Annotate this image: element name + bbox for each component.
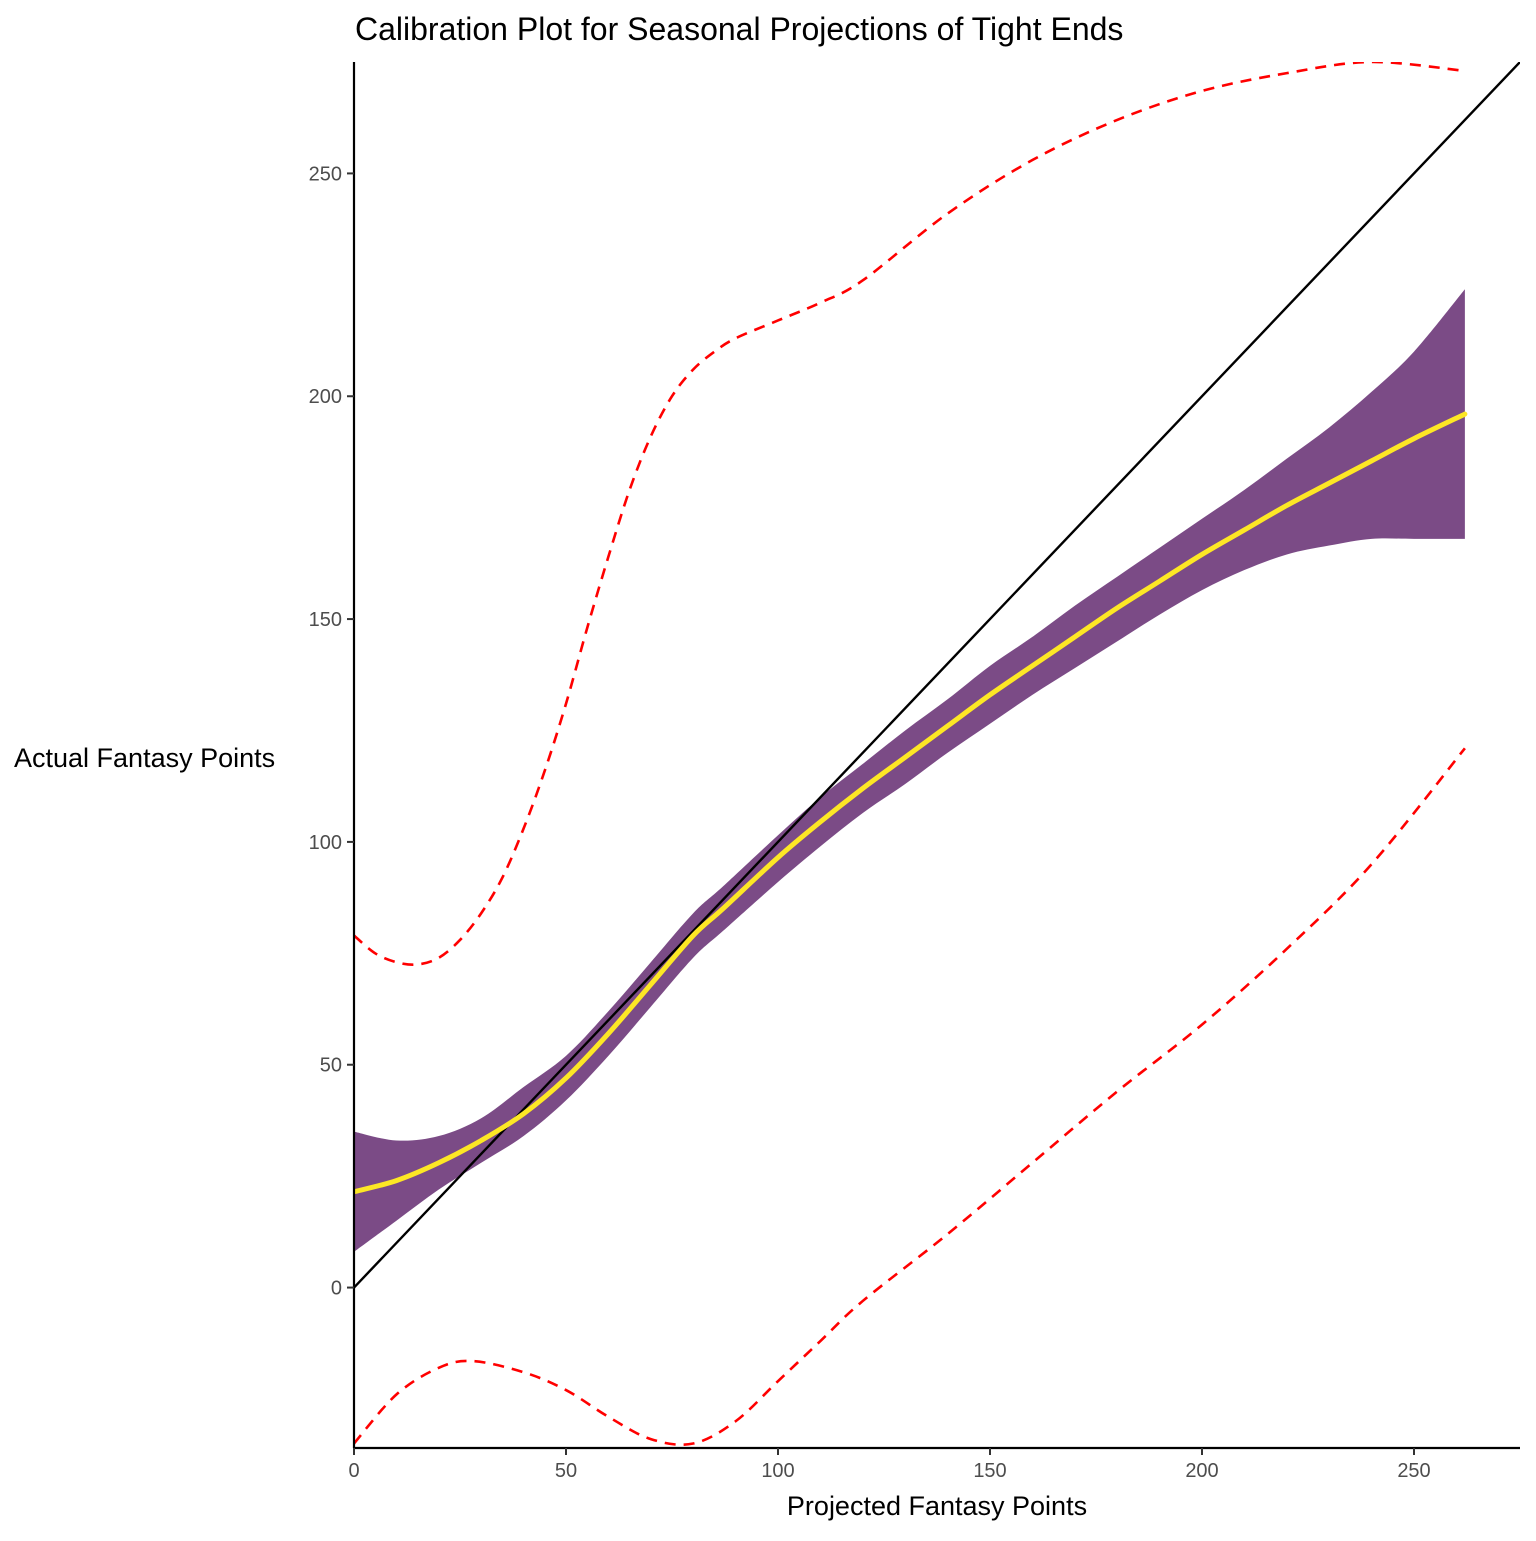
- y-tick-label: 200: [309, 386, 342, 408]
- x-tick-label: 200: [1185, 1460, 1218, 1482]
- calibration-smooth-line: [354, 411, 1468, 1195]
- y-tick-label: 150: [309, 609, 342, 631]
- x-tick-label: 0: [348, 1460, 359, 1482]
- y-tick-label: 250: [309, 163, 342, 185]
- prediction-upper-line: [354, 62, 1466, 966]
- chart-title: Calibration Plot for Seasonal Projection…: [355, 11, 1123, 47]
- x-axis-title: Projected Fantasy Points: [787, 1491, 1087, 1521]
- y-axis-title: Actual Fantasy Points: [14, 743, 275, 773]
- confidence-band: [354, 289, 1465, 1252]
- plot-area: [354, 62, 1520, 1447]
- prediction-lower-line: [354, 747, 1466, 1447]
- y-tick-label: 0: [331, 1278, 342, 1300]
- identity-line: [354, 62, 1520, 1289]
- x-tick-label: 150: [973, 1460, 1006, 1482]
- x-tick-label: 50: [555, 1460, 577, 1482]
- x-tick-label: 250: [1397, 1460, 1430, 1482]
- y-tick-label: 50: [320, 1055, 342, 1077]
- x-tick-label: 100: [761, 1460, 794, 1482]
- axes: 0 50 100 150 200 250 0 50 100 150 200 250: [309, 62, 1520, 1482]
- y-tick-label: 100: [309, 832, 342, 854]
